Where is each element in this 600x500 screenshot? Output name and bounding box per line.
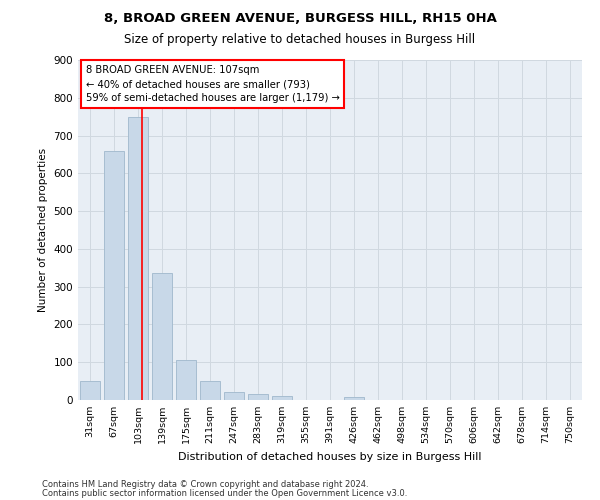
Bar — [224, 392, 244, 400]
Bar — [200, 381, 220, 400]
Bar — [80, 381, 100, 400]
Y-axis label: Number of detached properties: Number of detached properties — [38, 148, 48, 312]
X-axis label: Distribution of detached houses by size in Burgess Hill: Distribution of detached houses by size … — [178, 452, 482, 462]
Bar — [176, 360, 196, 400]
Bar — [248, 394, 268, 400]
Text: Contains HM Land Registry data © Crown copyright and database right 2024.: Contains HM Land Registry data © Crown c… — [42, 480, 368, 489]
Text: Size of property relative to detached houses in Burgess Hill: Size of property relative to detached ho… — [124, 32, 476, 46]
Text: 8 BROAD GREEN AVENUE: 107sqm
← 40% of detached houses are smaller (793)
59% of s: 8 BROAD GREEN AVENUE: 107sqm ← 40% of de… — [86, 65, 340, 103]
Bar — [272, 396, 292, 400]
Bar — [344, 397, 364, 400]
Bar — [128, 116, 148, 400]
Bar — [152, 274, 172, 400]
Text: 8, BROAD GREEN AVENUE, BURGESS HILL, RH15 0HA: 8, BROAD GREEN AVENUE, BURGESS HILL, RH1… — [104, 12, 496, 26]
Bar — [104, 150, 124, 400]
Text: Contains public sector information licensed under the Open Government Licence v3: Contains public sector information licen… — [42, 490, 407, 498]
